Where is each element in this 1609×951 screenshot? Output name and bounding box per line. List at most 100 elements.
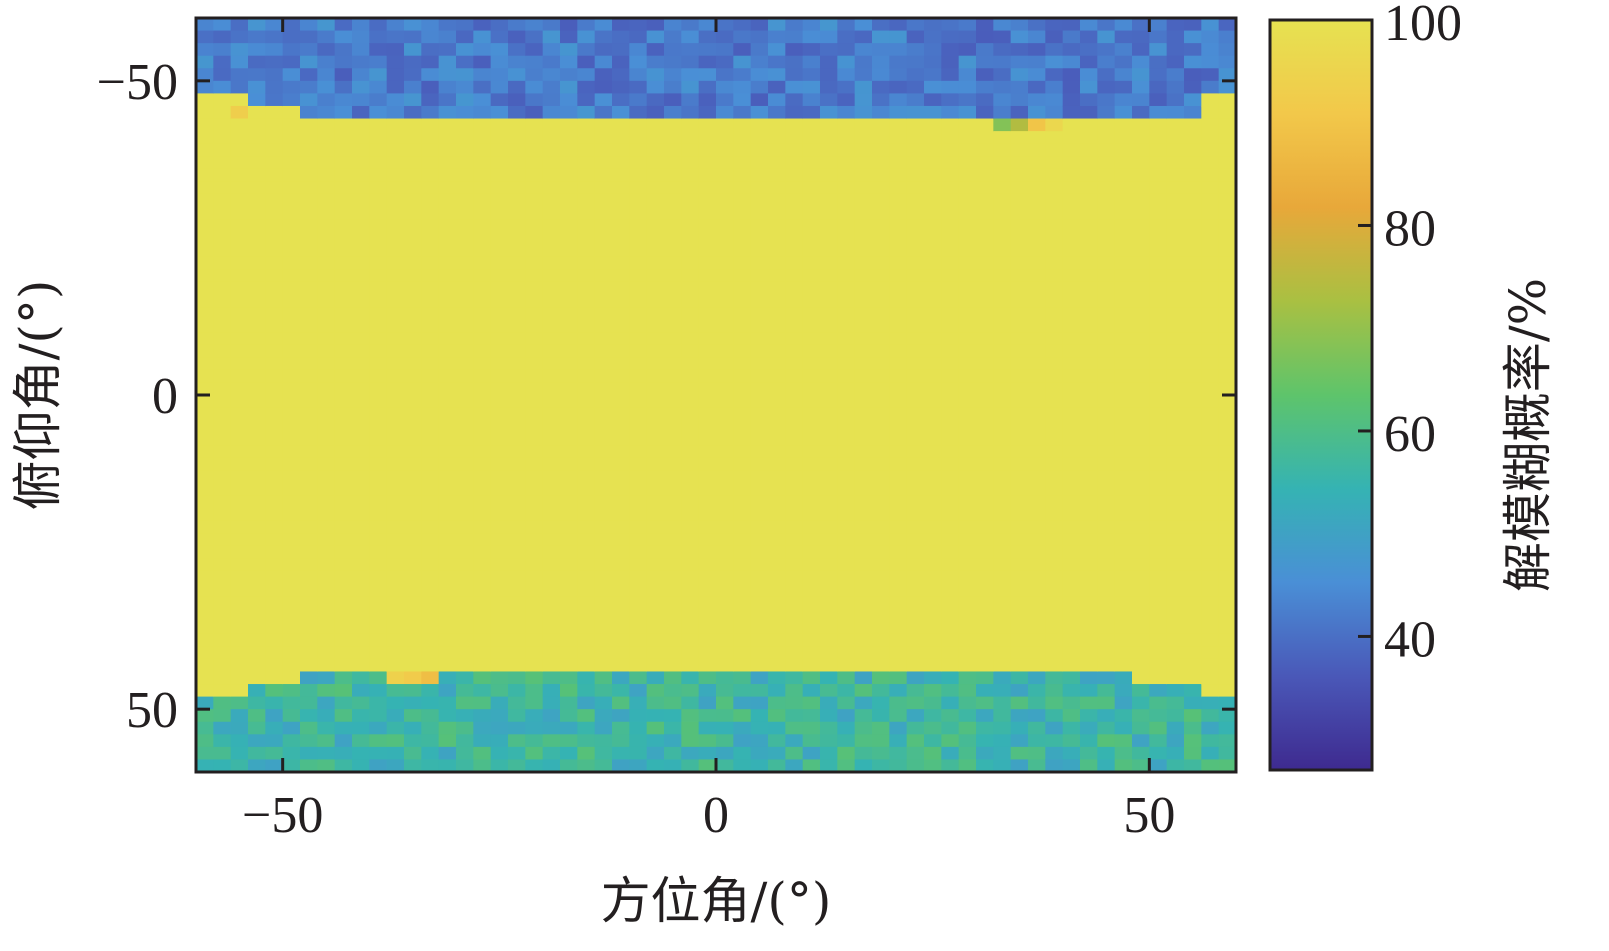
heatmap-cell: [282, 55, 301, 69]
heatmap-cell: [525, 93, 544, 107]
heatmap-cell: [837, 30, 856, 44]
heatmap-cell: [768, 633, 786, 647]
heatmap-cell: [560, 482, 578, 497]
heatmap-cell: [594, 583, 613, 597]
heatmap-cell: [1045, 470, 1064, 484]
heatmap-cell: [1010, 344, 1029, 358]
heatmap-cell: [473, 696, 492, 710]
heatmap-cell: [906, 30, 925, 44]
y-tick-label: −50: [97, 54, 178, 111]
heatmap-cell: [577, 520, 596, 534]
heatmap-cell: [629, 269, 648, 283]
heatmap-cell: [941, 583, 960, 597]
heatmap-cell: [872, 545, 890, 559]
heatmap-cell: [993, 671, 1012, 685]
heatmap-cell: [889, 206, 908, 220]
heatmap-cell: [334, 93, 353, 107]
heatmap-cell: [1045, 558, 1064, 572]
heatmap-cell: [612, 457, 630, 471]
heatmap-cell: [733, 93, 752, 107]
heatmap-cell: [820, 231, 838, 245]
heatmap-cell: [1114, 143, 1133, 157]
heatmap-cell: [768, 495, 786, 509]
heatmap-cell: [1097, 357, 1116, 371]
heatmap-cell: [924, 734, 942, 748]
heatmap-cell: [698, 18, 717, 32]
heatmap-cell: [872, 281, 890, 296]
heatmap-cell: [369, 709, 388, 723]
heatmap-cell: [1097, 545, 1116, 559]
heatmap-cell: [300, 382, 318, 396]
heatmap-cell: [490, 445, 509, 459]
heatmap-cell: [525, 344, 544, 358]
heatmap-cell: [1218, 432, 1237, 446]
heatmap-cell: [785, 369, 804, 384]
heatmap-cell: [924, 118, 942, 132]
heatmap-cell: [1218, 445, 1237, 459]
heatmap-cell: [300, 545, 318, 559]
heatmap-cell: [906, 721, 925, 735]
heatmap-cell: [854, 457, 873, 471]
heatmap-cell: [369, 369, 388, 384]
heatmap-cell: [542, 596, 561, 610]
heatmap-cell: [282, 181, 301, 195]
heatmap-cell: [508, 445, 526, 459]
heatmap-cell: [698, 671, 717, 685]
heatmap-cell: [352, 80, 370, 94]
heatmap-cell: [404, 269, 422, 283]
heatmap-cell: [508, 369, 526, 384]
heatmap-cell: [594, 105, 613, 120]
heatmap-cell: [265, 696, 284, 710]
heatmap-cell: [664, 759, 682, 773]
heatmap-cell: [1201, 432, 1220, 446]
heatmap-cell: [698, 508, 717, 522]
heatmap-cell: [889, 734, 908, 748]
heatmap-cell: [248, 93, 266, 107]
heatmap-cell: [889, 281, 908, 296]
heatmap-cell: [282, 508, 301, 522]
heatmap-cell: [1028, 545, 1046, 559]
heatmap-cell: [577, 193, 596, 208]
heatmap-cell: [577, 55, 596, 69]
heatmap-cell: [282, 80, 301, 94]
heatmap-cell: [681, 244, 700, 258]
heatmap-cell: [1080, 319, 1098, 333]
heatmap-cell: [612, 193, 630, 208]
heatmap-cell: [750, 746, 769, 761]
heatmap-cell: [577, 156, 596, 170]
heatmap-cell: [386, 294, 405, 308]
heatmap-cell: [1149, 131, 1168, 145]
heatmap-cell: [733, 319, 752, 333]
heatmap-cell: [386, 533, 405, 547]
heatmap-cell: [889, 332, 908, 346]
heatmap-cell: [213, 269, 232, 283]
heatmap-cell: [1114, 55, 1133, 69]
heatmap-cell: [924, 256, 942, 270]
heatmap-cell: [352, 445, 370, 459]
heatmap-cell: [1045, 382, 1064, 396]
heatmap-cell: [698, 219, 717, 233]
heatmap-cell: [213, 118, 232, 132]
heatmap-cell: [404, 608, 422, 622]
heatmap-cell: [646, 759, 665, 773]
heatmap-cell: [1097, 533, 1116, 547]
heatmap-cell: [1132, 256, 1150, 270]
heatmap-cell: [1218, 395, 1237, 409]
heatmap-cell: [854, 596, 873, 610]
heatmap-cell: [646, 432, 665, 446]
heatmap-cell: [300, 344, 318, 358]
heatmap-cell: [698, 168, 717, 182]
heatmap-cell: [612, 156, 630, 170]
heatmap-cell: [785, 156, 804, 170]
heatmap-cell: [542, 43, 561, 57]
heatmap-cell: [196, 696, 214, 710]
heatmap-cell: [1201, 457, 1220, 471]
heatmap-cell: [1028, 382, 1046, 396]
heatmap-cell: [906, 105, 925, 120]
heatmap-cell: [612, 30, 630, 44]
heatmap-cell: [750, 332, 769, 346]
heatmap-cell: [230, 495, 249, 509]
heatmap-cell: [282, 307, 301, 321]
heatmap-cell: [941, 181, 960, 195]
heatmap-cell: [1184, 206, 1202, 220]
